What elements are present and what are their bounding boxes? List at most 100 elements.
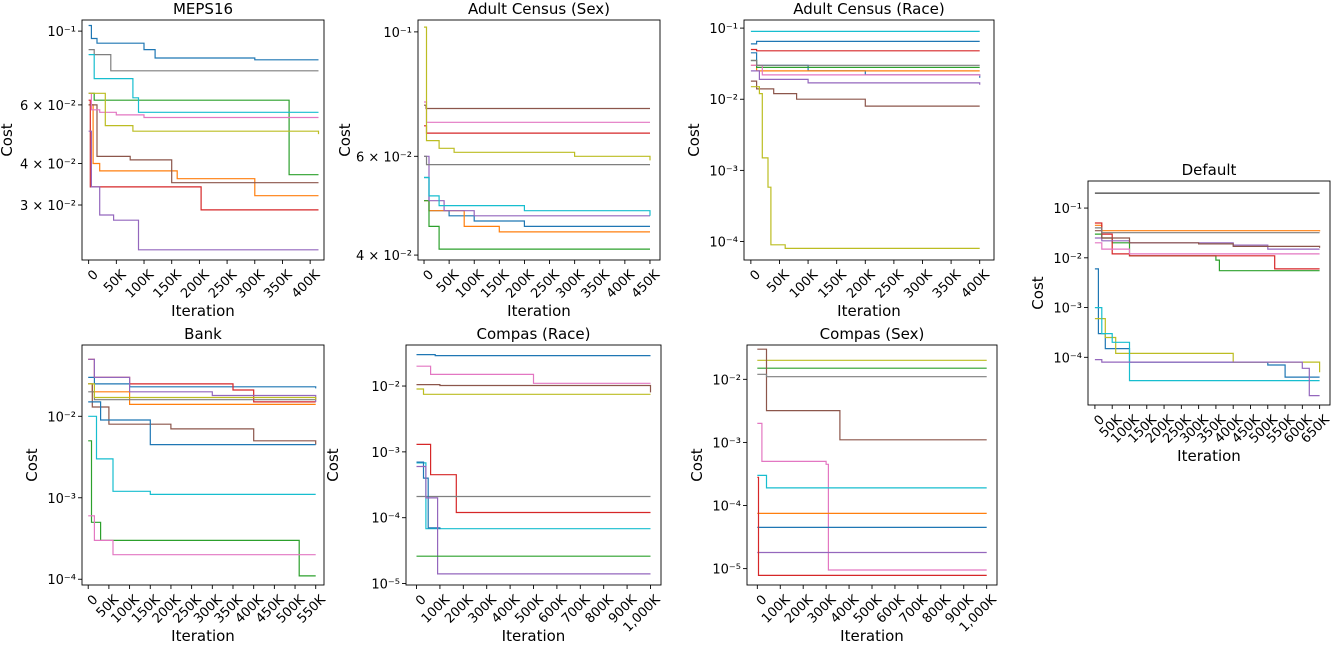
- series-line-7: [416, 461, 441, 530]
- x-tick-label: 200K: [178, 267, 213, 302]
- panel-5: Compas (Race)0100K200K300K400K500K600K70…: [324, 325, 664, 645]
- series-line-4: [88, 358, 317, 402]
- series-line-5: [88, 383, 317, 445]
- y-tick-label: 10⁻¹: [47, 25, 76, 40]
- series-line-4: [750, 70, 981, 85]
- x-tick-label: 150K: [816, 267, 851, 302]
- series-line-8: [88, 92, 320, 135]
- panel-3: Default050K100K150K200K250K300K350K400K4…: [1029, 161, 1333, 465]
- series-group: [757, 348, 987, 576]
- series-line-6: [88, 92, 319, 119]
- series-line-4: [757, 422, 987, 571]
- series-line-0: [416, 354, 651, 357]
- x-tick-label: 0: [421, 267, 437, 283]
- y-tick-label: 10⁻²: [712, 373, 741, 388]
- series-group: [88, 358, 317, 577]
- y-tick-label: 3 × 10⁻²: [20, 199, 76, 214]
- series-line-0: [424, 176, 650, 227]
- series-line-2: [757, 348, 987, 441]
- y-axis-label: Cost: [688, 448, 706, 481]
- y-axis-label: Cost: [1029, 276, 1047, 309]
- x-axis-label: Iteration: [837, 302, 901, 320]
- panel-1: Adult Census (Sex)050K100K150K200K250K30…: [336, 0, 663, 320]
- x-tick-label: 450K: [629, 267, 664, 302]
- axes-frame: [417, 19, 661, 261]
- y-axis-label: Cost: [336, 123, 354, 156]
- y-tick-label: 6 × 10⁻²: [356, 150, 412, 165]
- axes-frame: [746, 344, 998, 586]
- series-line-8: [416, 465, 651, 575]
- y-tick-label: 10⁻¹: [709, 22, 738, 37]
- series-line-7: [88, 49, 319, 72]
- y-tick-label: 10⁻⁴: [1053, 351, 1082, 366]
- y-tick-label: 10⁻⁴: [47, 573, 76, 588]
- series-line-9: [88, 54, 319, 113]
- series-line-9: [757, 476, 987, 576]
- series-line-3: [424, 125, 650, 134]
- series-line-10: [750, 40, 980, 45]
- series-line-5: [750, 80, 980, 107]
- x-tick-label: 350K: [261, 267, 296, 302]
- series-line-1: [88, 104, 319, 197]
- x-tick-label: 100K: [123, 267, 158, 302]
- x-tick-label: 250K: [206, 267, 241, 302]
- y-tick-label: 10⁻⁵: [712, 563, 741, 578]
- x-tick-label: 150K: [151, 267, 186, 302]
- y-tick-label: 10⁻¹: [1053, 202, 1082, 217]
- chart-title: MEPS16: [173, 0, 233, 18]
- axes-frame: [81, 19, 325, 261]
- chart-title: Bank: [184, 325, 222, 343]
- y-axis-label: Cost: [0, 123, 16, 156]
- series-line-1: [416, 365, 651, 384]
- panel-4: Bank050K100K150K200K250K300K350K400K450K…: [23, 325, 329, 645]
- series-line-2: [88, 92, 319, 176]
- series-line-10: [1094, 307, 1320, 382]
- series-line-0: [88, 24, 319, 61]
- x-tick-label: 200K: [844, 267, 879, 302]
- y-tick-label: 10⁻²: [371, 380, 400, 395]
- series-line-6: [1094, 230, 1321, 248]
- series-line-6: [88, 515, 316, 556]
- series-line-8: [750, 86, 980, 249]
- y-axis-label: Cost: [685, 123, 703, 156]
- series-line-10: [88, 401, 316, 446]
- chart-title: Default: [1182, 161, 1237, 179]
- axes-frame: [1087, 180, 1331, 406]
- series-line-1: [750, 64, 980, 72]
- y-tick-label: 6 × 10⁻²: [20, 99, 76, 114]
- y-tick-label: 10⁻⁴: [371, 512, 400, 527]
- y-tick-label: 10⁻⁵: [371, 578, 400, 593]
- x-tick-label: 0: [747, 267, 763, 283]
- y-tick-label: 10⁻¹: [383, 26, 412, 41]
- series-group: [88, 24, 320, 251]
- series-line-5: [88, 104, 319, 184]
- y-tick-label: 10⁻³: [47, 492, 76, 507]
- series-line-7: [424, 155, 650, 166]
- y-axis-label: Cost: [324, 448, 342, 481]
- y-tick-label: 10⁻²: [1053, 252, 1082, 267]
- series-line-1: [1094, 268, 1320, 378]
- series-line-5: [424, 104, 650, 110]
- series-line-0: [88, 376, 317, 389]
- y-tick-label: 10⁻⁴: [709, 236, 738, 251]
- series-group: [416, 354, 652, 575]
- series-line-2: [88, 440, 316, 577]
- series-line-7: [750, 59, 980, 66]
- chart-title: Adult Census (Race): [793, 0, 944, 18]
- y-tick-label: 10⁻²: [709, 93, 738, 108]
- chart-title: Compas (Sex): [820, 325, 925, 343]
- axes-frame: [81, 344, 325, 586]
- series-line-7: [1094, 242, 1320, 255]
- y-tick-label: 10⁻³: [712, 436, 741, 451]
- axes-frame: [743, 19, 995, 261]
- series-line-8: [1094, 227, 1320, 234]
- series-line-9: [424, 176, 651, 216]
- series-group: [424, 26, 651, 250]
- series-line-4: [424, 155, 650, 217]
- series-line-3: [88, 99, 319, 211]
- series-line-8: [88, 383, 317, 400]
- panel-2: Adult Census (Race)0 50K100K150K200K250K3…: [685, 0, 995, 320]
- series-line-9: [88, 415, 316, 495]
